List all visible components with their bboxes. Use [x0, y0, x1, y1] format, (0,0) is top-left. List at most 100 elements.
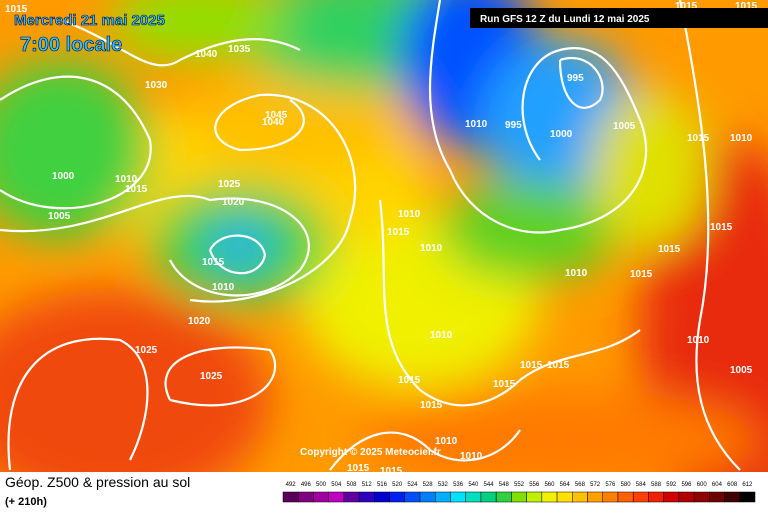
isobar-label: 1005: [730, 365, 753, 376]
isobar-label: 1025: [135, 345, 158, 356]
scale-label: 576: [605, 482, 616, 488]
scale-swatch: [693, 491, 710, 503]
scale-swatch: [526, 491, 543, 503]
copyright: Copyright © 2025 Meteociel.fr: [300, 447, 441, 458]
scale-label: 584: [636, 482, 647, 488]
scale-swatch: [374, 491, 390, 503]
isobar-label: 1015: [710, 222, 733, 233]
isobar-label: 1040: [262, 117, 285, 128]
isobar-label: 995: [567, 73, 584, 84]
scale-label: 520: [392, 482, 403, 488]
isobar-label: 1020: [222, 197, 245, 208]
scale-swatch: [450, 491, 466, 503]
scale-label: 508: [347, 482, 358, 488]
scale-swatch: [404, 491, 421, 503]
scale-label: 556: [529, 482, 540, 488]
isobar-label: 1010: [687, 335, 710, 346]
scale-label: 588: [651, 482, 662, 488]
scale-swatch: [328, 491, 345, 503]
isobar-label: 1015: [493, 379, 516, 390]
scale-label: 560: [544, 482, 555, 488]
scale-label: 600: [697, 482, 708, 488]
isobar-label: 1045: [265, 110, 288, 121]
scale-swatch: [282, 491, 299, 503]
isobar-label: 1015: [5, 4, 28, 15]
isobar-label: 1005: [613, 121, 636, 132]
isobar-label: 1015: [420, 400, 443, 411]
scale-swatch: [572, 491, 588, 503]
scale-label: 592: [666, 482, 677, 488]
scale-label: 548: [499, 482, 510, 488]
isobar-label: 1015: [347, 463, 370, 474]
scale-swatch: [343, 491, 360, 503]
scale-label: 564: [560, 482, 571, 488]
isobar-label: 1015: [630, 269, 653, 280]
scale-label: 512: [362, 482, 373, 488]
isobar-label: 1010: [115, 174, 138, 185]
isobar-label: 1025: [200, 371, 223, 382]
scale-swatch: [648, 491, 664, 503]
scale-label: 496: [301, 482, 312, 488]
scale-swatch: [617, 491, 634, 503]
scale-swatch: [663, 491, 680, 503]
scale-label: 612: [742, 482, 753, 488]
scale-swatch: [419, 491, 436, 503]
isobar-label: 1020: [188, 316, 211, 327]
isobar-label: 1010: [730, 133, 753, 144]
isobar-label: 995: [505, 120, 522, 131]
isobar-label: 1015: [735, 1, 758, 12]
isobar-label: 1015: [380, 466, 403, 477]
scale-label: 500: [316, 482, 327, 488]
isobar-label: 1015: [658, 244, 681, 255]
isobar-label: 1010: [565, 268, 588, 279]
isobar-label: 1010: [465, 119, 488, 130]
scale-swatch: [678, 491, 695, 503]
isobar-label: 1010: [430, 330, 453, 341]
isobar-label: 1015: [687, 133, 710, 144]
scale-swatch: [297, 491, 314, 503]
scale-swatch: [632, 491, 649, 503]
isobar-label: 1015: [398, 375, 421, 386]
scale-swatch: [602, 491, 619, 503]
isobar-label: 1010: [460, 451, 483, 462]
isobar-label: 1010: [420, 243, 443, 254]
isobar-label: 1040: [195, 49, 218, 60]
local-time: 7:00 locale: [20, 34, 122, 56]
scale-label: 580: [621, 482, 632, 488]
scale-label: 572: [590, 482, 601, 488]
isobar-label: 1015: [125, 184, 148, 195]
scale-label: 544: [484, 482, 495, 488]
scale-swatch: [556, 491, 573, 503]
scale-label: 536: [453, 482, 464, 488]
isobar-label: 1015: [202, 257, 225, 268]
scale-label: 532: [438, 482, 449, 488]
isobar-label: 1015: [387, 227, 410, 238]
footer-title: Géop. Z500 & pression au sol: [5, 474, 190, 490]
scale-swatch: [313, 491, 329, 503]
scale-swatch: [541, 491, 558, 503]
isobar-label: 1025: [218, 179, 241, 190]
run-box: [470, 8, 768, 28]
isobar-label: 1010: [398, 209, 421, 220]
scale-label: 552: [514, 482, 525, 488]
scale-swatch: [724, 491, 741, 503]
scale-swatch: [435, 491, 451, 503]
scale-swatch: [709, 491, 725, 503]
scale-swatch: [511, 491, 527, 503]
scale-label: 568: [575, 482, 586, 488]
scale-label: 524: [407, 482, 418, 488]
scale-swatch: [480, 491, 497, 503]
lead-time: (+ 210h): [5, 496, 47, 508]
scale-swatch: [358, 491, 375, 503]
scale-label: 504: [331, 482, 342, 488]
isobar-label: 1010: [212, 282, 235, 293]
scale-label: 596: [681, 482, 692, 488]
scale-swatch: [389, 491, 406, 503]
scale-swatch: [587, 491, 603, 503]
isobar-label: 1000: [52, 171, 75, 182]
scale-swatch: [739, 491, 756, 503]
scale-label: 528: [423, 482, 434, 488]
isobar-label: 1000: [550, 129, 573, 140]
